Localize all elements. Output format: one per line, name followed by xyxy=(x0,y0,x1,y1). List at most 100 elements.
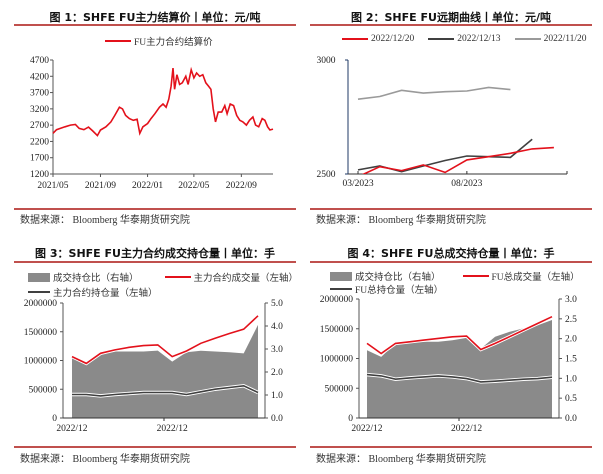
x-tick-label: 2022/12 xyxy=(451,424,482,434)
series-line-2022-11-20 xyxy=(357,86,511,100)
y2-tick-label: 1.0 xyxy=(565,374,577,384)
legend-label: 2022/12/13 xyxy=(457,34,501,44)
chart4-source-divider xyxy=(310,446,592,448)
legend-swatch-area xyxy=(28,272,50,282)
chart2-source-divider xyxy=(310,208,592,210)
y-tick-label: 2700 xyxy=(30,121,49,131)
y2-tick-label: 0.0 xyxy=(271,414,283,424)
y-tick-label: 1200 xyxy=(30,170,49,180)
y-tick-label: 1500000 xyxy=(320,325,354,335)
x-tick-label: 2022/01 xyxy=(132,181,163,191)
y-tick-label: 3700 xyxy=(30,89,49,99)
series-area-ratio xyxy=(367,320,552,418)
legend-swatch-gray xyxy=(514,38,541,40)
chart2-legend: 2022/12/20 2022/12/13 2022/11/20 xyxy=(342,34,587,44)
y-tick-label: 2000000 xyxy=(320,295,354,305)
chart2-title-divider xyxy=(310,24,592,26)
series-line-2022-12-20 xyxy=(361,146,554,174)
series-area-ratio xyxy=(72,324,258,418)
chart1-source: 数据来源： Bloomberg 华泰期货研究院 xyxy=(20,215,190,226)
x-tick-label: 2021/09 xyxy=(85,181,116,191)
chart2-source: 数据来源： Bloomberg 华泰期货研究院 xyxy=(316,215,486,226)
chart4-plot: 0 500000 1000000 1500000 2000000 0.0 0.5 1.0 1.5… xyxy=(320,295,577,434)
y-tick-label: 4200 xyxy=(30,72,49,82)
y2-tick-label: 1.0 xyxy=(271,391,283,401)
y-tick-label: 500000 xyxy=(29,385,58,395)
chart3-plot: 0 500000 1000000 1500000 2000000 0.0 1.0 2.0 3.0… xyxy=(24,299,283,434)
legend-label: 主力合约持仓量（左轴） xyxy=(53,289,158,299)
y-tick-label: 1700 xyxy=(30,154,49,164)
chart3-source-divider xyxy=(14,446,296,448)
chart3-title: 图 3：SHFE FU主力合约成交持仓量丨单位：手 xyxy=(35,247,275,260)
y-tick-label: 3200 xyxy=(30,105,49,115)
chart3-legend-row1: 成交持仓比（右轴） 主力合约成交量（左轴） xyxy=(28,270,298,284)
chart1-source-divider xyxy=(14,208,296,210)
x-tick-label: 2022/12 xyxy=(157,424,188,434)
y-tick-label: 1000000 xyxy=(320,355,354,365)
y2-tick-label: 0.0 xyxy=(565,414,577,424)
chart2-title: 图 2：SHFE FU远期曲线丨单位：元/吨 xyxy=(351,11,551,24)
y-tick-label: 0 xyxy=(52,414,57,424)
legend-swatch-red xyxy=(462,275,489,277)
chart3-legend-row2: 主力合约持仓量（左轴） xyxy=(28,285,158,299)
legend-swatch-dark xyxy=(330,288,352,290)
x-tick-label: 2022/05 xyxy=(178,181,209,191)
series-line-dark xyxy=(366,373,553,383)
series-line-dark xyxy=(72,384,259,397)
y-tick-label: 2000000 xyxy=(24,299,58,309)
legend-swatch-red xyxy=(342,38,368,40)
legend-label: 2022/12/20 xyxy=(371,34,415,44)
chart1-title: 图 1：SHFE FU主力结算价丨单位：元/吨 xyxy=(49,11,261,24)
legend-label: FU总成交量（左轴） xyxy=(491,273,580,283)
y-tick-label: 500000 xyxy=(325,384,354,394)
chart4-legend-row2: FU总持仓量（左轴） xyxy=(330,282,443,296)
y2-tick-label: 2.5 xyxy=(565,315,577,325)
y2-tick-label: 2.0 xyxy=(565,335,577,345)
legend-swatch-red xyxy=(164,276,191,278)
y-tick-label: 3000 xyxy=(317,56,336,66)
x-tick-label: 2021/05 xyxy=(37,181,68,191)
chart3-title-divider xyxy=(14,261,296,263)
chart3-source: 数据来源： Bloomberg 华泰期货研究院 xyxy=(20,454,190,465)
chart4-title-divider xyxy=(310,261,592,263)
x-tick-label: 08/2023 xyxy=(451,179,482,189)
chart4-source: 数据来源： Bloomberg 华泰期货研究院 xyxy=(316,454,486,465)
chart1-legend: FU主力合约结算价 xyxy=(105,34,213,48)
x-tick-label: 03/2023 xyxy=(342,179,373,189)
x-tick-label: 2022/09 xyxy=(226,181,257,191)
x-tick-label: 2022/12 xyxy=(351,424,382,434)
legend-swatch-area xyxy=(330,271,352,281)
legend-label: FU主力合约结算价 xyxy=(134,38,213,48)
y-tick-label: 0 xyxy=(348,414,353,424)
series-line-red xyxy=(366,315,553,355)
legend-swatch-red xyxy=(105,40,131,42)
y2-tick-label: 3.0 xyxy=(271,345,283,355)
chart2-plot: 2500 3000 03/2023 08/2023 xyxy=(317,56,568,189)
y-tick-label: 2500 xyxy=(317,170,336,180)
y-tick-label: 1000000 xyxy=(24,357,58,367)
x-tick-label: 2022/12 xyxy=(56,424,87,434)
y2-tick-label: 0.5 xyxy=(565,394,577,404)
y-tick-label: 4700 xyxy=(30,56,49,66)
series-line-fu-settlement xyxy=(52,66,274,137)
y2-tick-label: 1.5 xyxy=(565,355,577,365)
chart4-title: 图 4：SHFE FU总成交持仓量丨单位：手 xyxy=(347,247,555,260)
legend-label: FU总持仓量（左轴） xyxy=(355,286,444,296)
y2-tick-label: 5.0 xyxy=(271,299,283,309)
chart4-legend-row1: 成交持仓比（右轴） FU总成交量（左轴） xyxy=(330,269,580,283)
chart1-plot: 1200 1700 2200 2700 3200 3700 4200 4700 2021/05 2… xyxy=(30,56,274,191)
y2-tick-label: 3.0 xyxy=(565,295,577,305)
legend-swatch-dark xyxy=(428,38,455,40)
legend-swatch-dark xyxy=(28,291,50,293)
series-line-red xyxy=(71,315,259,365)
legend-label: 成交持仓比（右轴） xyxy=(53,274,139,284)
legend-label: 2022/11/20 xyxy=(543,34,587,44)
y2-tick-label: 4.0 xyxy=(271,322,283,332)
y-tick-label: 1500000 xyxy=(24,328,58,338)
chart1-title-divider xyxy=(14,24,296,26)
legend-label: 主力合约成交量（左轴） xyxy=(193,274,299,284)
legend-label: 成交持仓比（右轴） xyxy=(355,273,441,283)
y-tick-label: 2200 xyxy=(30,137,49,147)
y2-tick-label: 2.0 xyxy=(271,368,283,378)
